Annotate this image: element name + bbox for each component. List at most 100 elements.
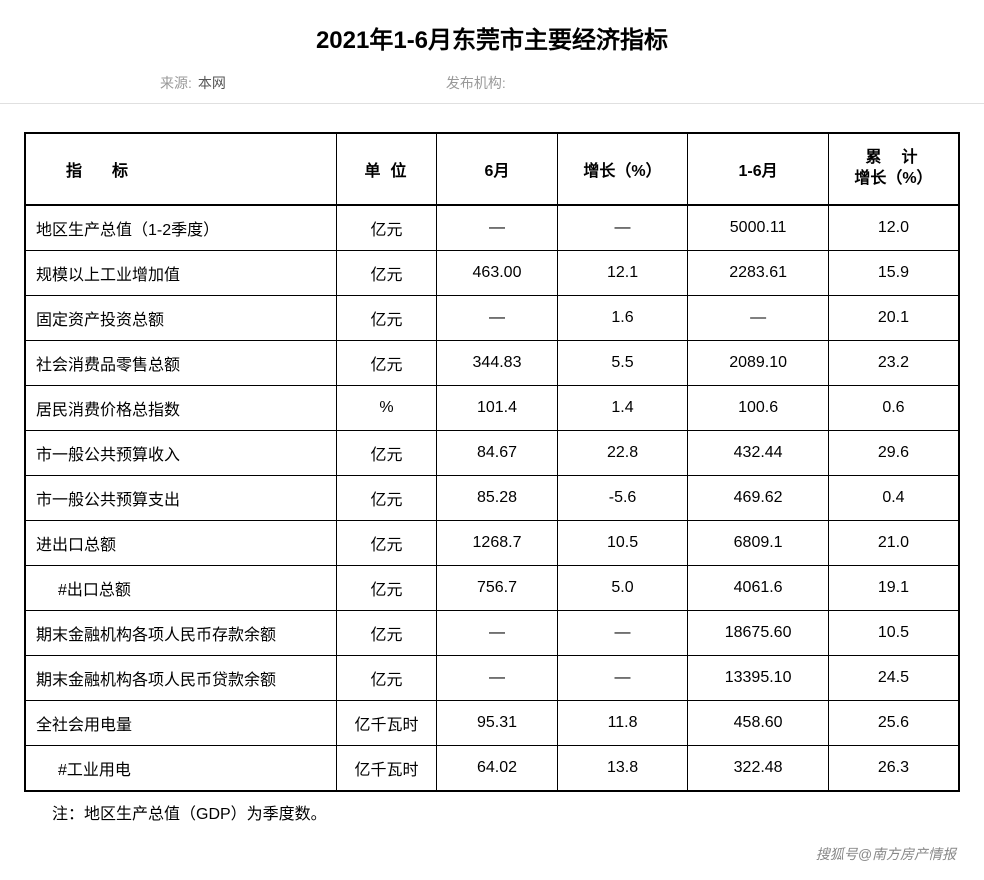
economic-indicators-table: 指标 单位 6月 增长（%） 1-6月 累计 增长（%） 地区生产总值（1-2季…: [24, 132, 960, 792]
cell-indicator: 居民消费价格总指数: [25, 385, 336, 430]
cell-range: 5000.11: [688, 205, 829, 251]
cell-growth: 5.0: [557, 565, 688, 610]
cell-indicator: 地区生产总值（1-2季度）: [25, 205, 336, 251]
meta-publisher-label: 发布机构:: [446, 73, 506, 93]
cell-unit: 亿元: [336, 340, 436, 385]
cell-growth: 22.8: [557, 430, 688, 475]
table-header-row: 指标 单位 6月 增长（%） 1-6月 累计 增长（%）: [25, 133, 959, 205]
cell-month: —: [437, 655, 558, 700]
cell-unit: %: [336, 385, 436, 430]
cell-range: 13395.10: [688, 655, 829, 700]
cell-indicator: 全社会用电量: [25, 700, 336, 745]
cell-cumgrowth: 12.0: [828, 205, 959, 251]
cell-cumgrowth: 19.1: [828, 565, 959, 610]
cell-growth: —: [557, 205, 688, 251]
cell-month: 344.83: [437, 340, 558, 385]
table-row: 居民消费价格总指数%101.41.4100.60.6: [25, 385, 959, 430]
cell-month: 64.02: [437, 745, 558, 791]
cell-range: 458.60: [688, 700, 829, 745]
column-header-growth: 增长（%）: [557, 133, 688, 205]
cell-range: 432.44: [688, 430, 829, 475]
meta-row: 来源: 本网 发布机构:: [0, 61, 984, 104]
cell-indicator: #工业用电: [25, 745, 336, 791]
cell-indicator: 固定资产投资总额: [25, 295, 336, 340]
cell-range: 6809.1: [688, 520, 829, 565]
table-container: 指标 单位 6月 增长（%） 1-6月 累计 增长（%） 地区生产总值（1-2季…: [0, 104, 984, 840]
page-title: 2021年1-6月东莞市主要经济指标: [0, 20, 984, 55]
cell-growth: 13.8: [557, 745, 688, 791]
cell-month: 85.28: [437, 475, 558, 520]
cell-range: 4061.6: [688, 565, 829, 610]
cell-month: 1268.7: [437, 520, 558, 565]
table-footnote: 注：地区生产总值（GDP）为季度数。: [24, 792, 960, 832]
cell-range: 100.6: [688, 385, 829, 430]
cell-indicator: 规模以上工业增加值: [25, 250, 336, 295]
column-header-indicator: 指标: [25, 133, 336, 205]
cell-cumgrowth: 15.9: [828, 250, 959, 295]
meta-source-value: 本网: [198, 73, 226, 93]
table-row: 社会消费品零售总额亿元344.835.52089.1023.2: [25, 340, 959, 385]
cell-range: —: [688, 295, 829, 340]
cell-range: 322.48: [688, 745, 829, 791]
cell-range: 2283.61: [688, 250, 829, 295]
cell-unit: 亿元: [336, 655, 436, 700]
cell-cumgrowth: 21.0: [828, 520, 959, 565]
cell-cumgrowth: 24.5: [828, 655, 959, 700]
cell-range: 2089.10: [688, 340, 829, 385]
cell-cumgrowth: 25.6: [828, 700, 959, 745]
cell-growth: 1.4: [557, 385, 688, 430]
cell-indicator: 社会消费品零售总额: [25, 340, 336, 385]
cell-growth: —: [557, 610, 688, 655]
cell-range: 469.62: [688, 475, 829, 520]
cell-growth: —: [557, 655, 688, 700]
table-row: #出口总额亿元756.75.04061.619.1: [25, 565, 959, 610]
cell-cumgrowth: 10.5: [828, 610, 959, 655]
cell-unit: 亿元: [336, 295, 436, 340]
cell-month: 84.67: [437, 430, 558, 475]
table-row: 进出口总额亿元1268.710.56809.121.0: [25, 520, 959, 565]
page-header: 2021年1-6月东莞市主要经济指标: [0, 0, 984, 61]
cell-indicator: 进出口总额: [25, 520, 336, 565]
cell-unit: 亿元: [336, 475, 436, 520]
cell-unit: 亿元: [336, 430, 436, 475]
table-row: 全社会用电量亿千瓦时95.3111.8458.6025.6: [25, 700, 959, 745]
cell-unit: 亿千瓦时: [336, 745, 436, 791]
cell-indicator: 市一般公共预算收入: [25, 430, 336, 475]
meta-publisher: 发布机构:: [446, 73, 512, 93]
table-body: 地区生产总值（1-2季度）亿元——5000.1112.0规模以上工业增加值亿元4…: [25, 205, 959, 791]
table-row: 市一般公共预算收入亿元84.6722.8432.4429.6: [25, 430, 959, 475]
cell-growth: 1.6: [557, 295, 688, 340]
meta-source-label: 来源:: [160, 73, 192, 93]
table-row: #工业用电亿千瓦时64.0213.8322.4826.3: [25, 745, 959, 791]
table-row: 固定资产投资总额亿元—1.6—20.1: [25, 295, 959, 340]
watermark-text: 搜狐号@南方房产情报: [816, 844, 956, 864]
cell-month: 756.7: [437, 565, 558, 610]
cell-unit: 亿元: [336, 520, 436, 565]
cell-cumgrowth: 26.3: [828, 745, 959, 791]
column-header-cumgrowth: 累计 增长（%）: [828, 133, 959, 205]
cell-month: —: [437, 295, 558, 340]
cumgrowth-label-top: 累计: [835, 148, 952, 169]
table-row: 规模以上工业增加值亿元463.0012.12283.6115.9: [25, 250, 959, 295]
cell-cumgrowth: 20.1: [828, 295, 959, 340]
cell-indicator: 期末金融机构各项人民币存款余额: [25, 610, 336, 655]
cell-cumgrowth: 23.2: [828, 340, 959, 385]
cell-growth: 5.5: [557, 340, 688, 385]
table-row: 期末金融机构各项人民币存款余额亿元——18675.6010.5: [25, 610, 959, 655]
cumgrowth-label-bottom: 增长（%）: [854, 170, 932, 187]
cell-cumgrowth: 0.4: [828, 475, 959, 520]
cell-cumgrowth: 29.6: [828, 430, 959, 475]
table-row: 市一般公共预算支出亿元85.28-5.6469.620.4: [25, 475, 959, 520]
cell-month: —: [437, 610, 558, 655]
cell-month: 463.00: [437, 250, 558, 295]
meta-source: 来源: 本网: [160, 73, 226, 93]
cell-unit: 亿元: [336, 205, 436, 251]
table-row: 地区生产总值（1-2季度）亿元——5000.1112.0: [25, 205, 959, 251]
cell-growth: 10.5: [557, 520, 688, 565]
cell-unit: 亿元: [336, 250, 436, 295]
table-row: 期末金融机构各项人民币贷款余额亿元——13395.1024.5: [25, 655, 959, 700]
cell-indicator: 期末金融机构各项人民币贷款余额: [25, 655, 336, 700]
cell-unit: 亿千瓦时: [336, 700, 436, 745]
cell-month: 95.31: [437, 700, 558, 745]
cell-growth: 12.1: [557, 250, 688, 295]
